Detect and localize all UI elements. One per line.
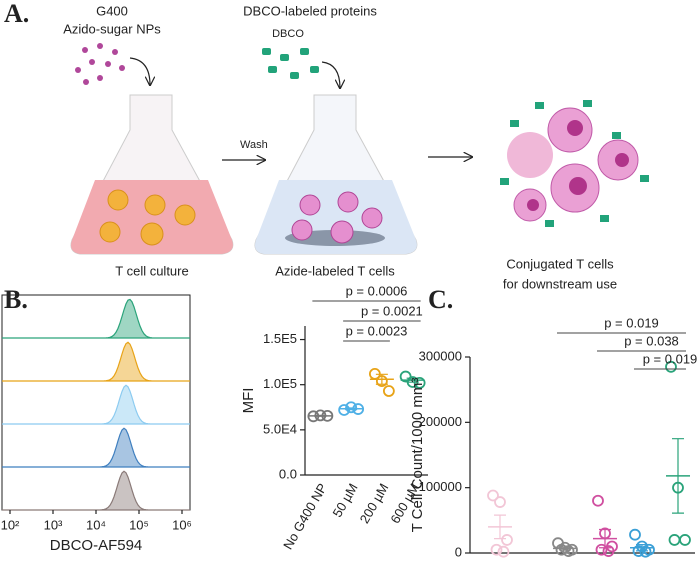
data-point bbox=[345, 401, 358, 414]
data-point bbox=[413, 376, 426, 389]
y-axis-label: T Cell Count/1000 mm³ bbox=[409, 378, 426, 533]
y-tick-label: 200000 bbox=[419, 414, 462, 429]
p-value: p = 0.0021 bbox=[361, 303, 423, 318]
panel-label: B. bbox=[4, 285, 28, 314]
conjugated-cells bbox=[500, 100, 649, 227]
data-point bbox=[599, 527, 611, 540]
data-point bbox=[321, 409, 334, 422]
error-bar bbox=[672, 438, 684, 514]
y-tick-label: 1.0E5 bbox=[263, 376, 297, 391]
x-tick-label: 10² bbox=[1, 517, 20, 532]
data-point bbox=[338, 404, 351, 416]
data-point bbox=[672, 481, 684, 494]
x-tick-label: 200 µM bbox=[357, 481, 392, 526]
y-tick-label: 0 bbox=[455, 544, 462, 559]
data-point bbox=[487, 489, 499, 502]
plot-frame bbox=[1, 294, 191, 511]
data-point bbox=[490, 543, 503, 556]
x-tick-label: 10⁵ bbox=[129, 517, 149, 532]
data-point bbox=[307, 410, 320, 423]
x-tick-label: 50 µM bbox=[330, 481, 361, 520]
label: Azido-sugar NPs bbox=[63, 21, 161, 36]
density-curve bbox=[2, 470, 190, 511]
x-tick-label: 10⁴ bbox=[86, 517, 106, 532]
data-point bbox=[592, 494, 604, 507]
label: for downstream use bbox=[503, 276, 617, 291]
data-point bbox=[497, 545, 510, 558]
density-curve bbox=[2, 298, 190, 339]
panel-label: A. bbox=[4, 0, 29, 28]
error-bar bbox=[314, 414, 327, 417]
data-point bbox=[382, 385, 395, 397]
data-point bbox=[352, 403, 365, 415]
data-point bbox=[375, 375, 388, 387]
cells bbox=[99, 189, 196, 246]
y-tick-label: 1.5E5 bbox=[263, 331, 297, 346]
data-point bbox=[629, 528, 641, 541]
data-point bbox=[602, 545, 615, 557]
x-tick-label: No G400 NP bbox=[280, 481, 330, 552]
x-tick-label: 10⁶ bbox=[172, 517, 192, 532]
label: Wash bbox=[240, 139, 268, 151]
density-curve bbox=[2, 341, 190, 382]
p-value: p = 0.0023 bbox=[346, 323, 408, 338]
y-tick-label: 5.0E4 bbox=[263, 421, 297, 436]
data-point bbox=[314, 409, 327, 422]
label: DBCO bbox=[272, 28, 304, 40]
density-curve bbox=[2, 384, 190, 425]
data-point bbox=[679, 534, 691, 546]
arrow bbox=[321, 61, 340, 88]
y-tick-label: 300000 bbox=[419, 348, 462, 363]
label: Conjugated T cells bbox=[506, 256, 614, 271]
data-point bbox=[562, 545, 575, 557]
label: DBCO-labeled proteins bbox=[243, 3, 377, 18]
nanoparticles bbox=[75, 43, 125, 85]
proteins bbox=[262, 48, 319, 79]
data-point bbox=[494, 496, 506, 508]
data-point bbox=[368, 367, 381, 380]
data-point bbox=[595, 543, 608, 556]
y-tick-label: 0.0 bbox=[279, 466, 297, 481]
panel-a: G400 Azido-sugar NPs DBCO-labeled protei… bbox=[63, 3, 649, 291]
cells bbox=[291, 191, 383, 244]
y-axis-label: MFI bbox=[240, 388, 257, 414]
data-point bbox=[665, 360, 677, 373]
label: G400 bbox=[96, 3, 128, 18]
data-point bbox=[632, 545, 645, 557]
arrow bbox=[129, 57, 150, 85]
x-axis-label: DBCO-AF594 bbox=[50, 537, 143, 554]
x-tick-label: 10³ bbox=[44, 517, 63, 532]
data-point bbox=[501, 534, 513, 546]
error-bar bbox=[494, 514, 506, 540]
label: T cell culture bbox=[115, 263, 188, 278]
data-point bbox=[555, 543, 568, 556]
y-tick-label: 100000 bbox=[419, 479, 462, 494]
panel-label: C. bbox=[428, 285, 453, 314]
p-value: p = 0.019 bbox=[604, 315, 659, 330]
data-point bbox=[406, 376, 419, 388]
data-point bbox=[639, 545, 652, 558]
label: Azide-labeled T cells bbox=[275, 263, 395, 278]
p-value: p = 0.038 bbox=[624, 333, 679, 348]
data-point bbox=[668, 534, 681, 546]
p-value: p = 0.0006 bbox=[346, 283, 408, 298]
density-curve bbox=[2, 427, 190, 468]
p-value: p = 0.019 bbox=[643, 351, 698, 366]
